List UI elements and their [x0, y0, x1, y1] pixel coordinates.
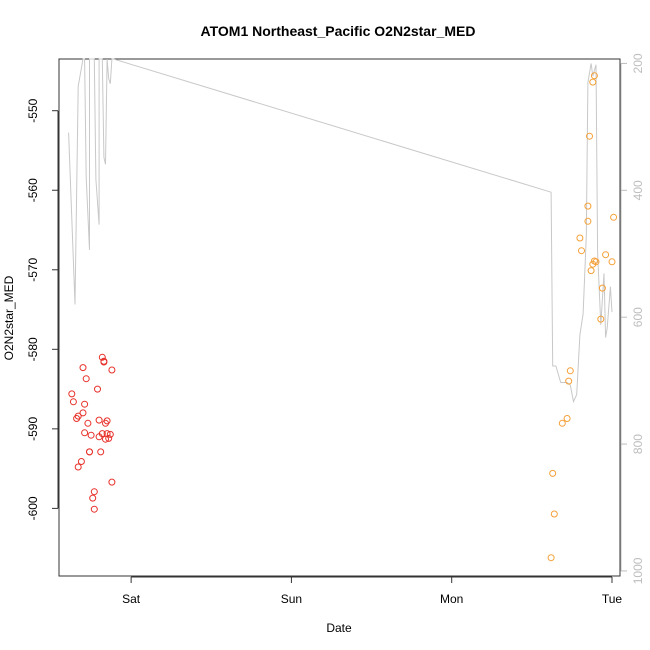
data-point	[74, 412, 82, 420]
data-point	[97, 448, 105, 456]
data-point	[598, 284, 606, 292]
data-point	[550, 510, 558, 518]
y2-tick-label: 400	[631, 180, 645, 200]
data-point	[82, 375, 90, 383]
y-axis: -550 -560 -570 -580 -590 -600	[26, 98, 59, 520]
plot-frame	[58, 58, 621, 577]
data-point	[584, 202, 592, 210]
data-point	[108, 478, 116, 486]
data-point	[587, 267, 595, 275]
y-tick-label: -550	[26, 98, 40, 122]
chart-title: ATOM1 Northeast_Pacific O2N2star_MED	[201, 23, 476, 39]
data-point	[547, 554, 555, 562]
y-tick-label: -590	[26, 417, 40, 441]
data-point	[103, 430, 111, 438]
data-point	[95, 416, 103, 424]
data-point	[87, 431, 95, 439]
y-tick-label: -560	[26, 178, 40, 202]
data-point	[86, 448, 93, 456]
data-point	[608, 258, 616, 266]
data-point	[590, 72, 598, 80]
data-point	[100, 357, 108, 365]
data-point	[549, 469, 557, 477]
data-point	[79, 364, 87, 372]
x-tick-label: Tue	[602, 592, 623, 606]
data-point	[84, 419, 92, 427]
x-axis: Sat Sun Mon Tue	[122, 576, 623, 606]
data-point	[602, 251, 610, 259]
data-point	[98, 430, 106, 438]
data-point	[74, 463, 82, 471]
data-point	[69, 398, 77, 406]
depth-line	[68, 58, 613, 404]
x-tick-label: Mon	[440, 592, 463, 606]
data-point	[90, 488, 98, 496]
y2-tick-label: 200	[631, 53, 645, 73]
y2-tick-label: 1000	[631, 557, 645, 584]
data-point	[566, 367, 574, 375]
data-point	[68, 390, 76, 398]
data-point	[79, 409, 87, 417]
data-point	[610, 213, 618, 221]
y-tick-label: -600	[26, 496, 40, 520]
data-point	[576, 234, 584, 242]
data-point	[106, 430, 114, 438]
data-point	[584, 217, 592, 225]
data-point	[108, 366, 116, 374]
x-axis-label: Date	[326, 621, 352, 635]
data-point	[558, 419, 566, 427]
data-point	[105, 434, 113, 442]
data-point	[90, 505, 98, 513]
data-point	[592, 258, 600, 266]
points-layer	[68, 72, 618, 562]
y-axis-label: O2N2star_MED	[2, 275, 16, 360]
y-tick-label: -570	[26, 257, 40, 281]
y2-tick-label: 800	[631, 434, 645, 454]
data-point	[77, 458, 85, 465]
data-point	[89, 494, 97, 502]
data-point	[563, 415, 571, 422]
depth-line-layer	[68, 58, 613, 404]
data-point	[98, 353, 106, 361]
data-point	[578, 247, 585, 255]
data-point	[94, 385, 101, 393]
x-tick-label: Sun	[281, 592, 302, 606]
data-point	[565, 377, 573, 385]
y2-tick-label: 600	[631, 307, 645, 327]
data-point	[81, 429, 89, 437]
data-point	[589, 78, 597, 86]
y-tick-label: -580	[26, 337, 40, 361]
x-tick-label: Sat	[122, 592, 141, 606]
data-point	[81, 400, 89, 408]
data-point	[597, 315, 605, 323]
data-point	[586, 132, 593, 140]
data-point	[103, 417, 111, 425]
secondary-y-axis: 200 400 600 800 1000	[620, 53, 645, 584]
